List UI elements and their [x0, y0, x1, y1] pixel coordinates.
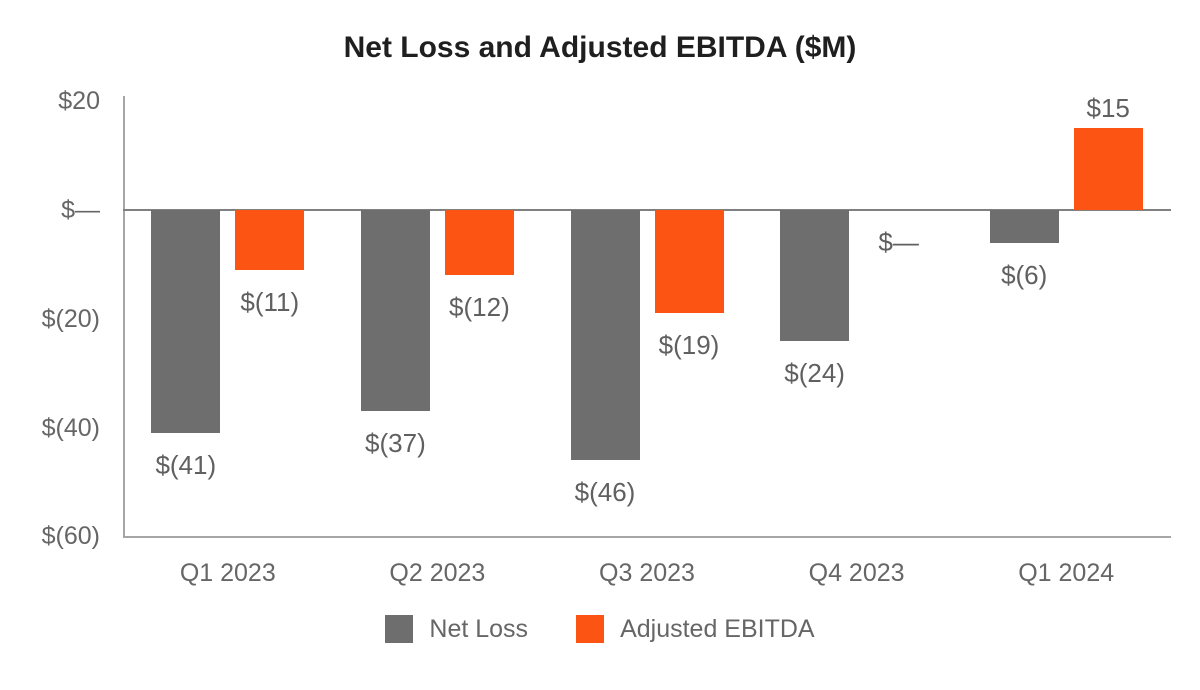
zero-baseline	[123, 209, 1171, 211]
y-axis-tick-label: $(40)	[41, 413, 100, 442]
y-axis-tick-label: $—	[61, 196, 100, 224]
bar-value-label: $(12)	[449, 292, 510, 323]
legend: Net Loss Adjusted EBITDA	[0, 614, 1200, 644]
legend-item-adjusted-ebitda: Adjusted EBITDA	[576, 614, 815, 644]
legend-label-net-loss: Net Loss	[429, 615, 529, 643]
bar-net-loss	[360, 210, 430, 412]
bar-adjusted-ebitda	[444, 210, 514, 276]
x-axis-label: Q1 2024	[1018, 559, 1115, 587]
bar-value-label: $15	[1086, 93, 1130, 124]
bar-net-loss	[780, 210, 850, 341]
bar-value-label: $(19)	[658, 330, 720, 361]
bar-value-label: $(6)	[1001, 259, 1048, 290]
x-axis-label: Q1 2023	[179, 559, 276, 587]
bar-adjusted-ebitda	[1073, 128, 1143, 210]
bar-net-loss	[570, 210, 640, 461]
legend-swatch-net-loss-icon	[385, 615, 414, 643]
chart-title: Net Loss and Adjusted EBITDA ($M)	[343, 31, 857, 64]
y-axis-tick-label: $(60)	[41, 522, 100, 551]
legend-item-net-loss: Net Loss	[385, 614, 528, 644]
bar-value-label: $(11)	[240, 286, 300, 317]
bar-value-label: $(24)	[784, 357, 845, 388]
legend-label-adjusted-ebitda: Adjusted EBITDA	[620, 615, 815, 643]
y-axis-line	[123, 96, 125, 538]
bar-value-label: $(41)	[155, 449, 217, 480]
bar-value-label: $(37)	[365, 428, 426, 459]
legend-swatch-adjusted-ebitda-icon	[576, 615, 605, 643]
bar-net-loss	[989, 210, 1059, 243]
bar-value-label: $—	[878, 227, 919, 257]
bar-net-loss	[151, 210, 221, 433]
bar-adjusted-ebitda	[235, 210, 305, 270]
x-axis-label: Q2 2023	[389, 559, 486, 587]
x-axis-label: Q4 2023	[808, 559, 905, 587]
bar-adjusted-ebitda	[654, 210, 724, 314]
x-axis-label: Q3 2023	[599, 559, 695, 587]
y-axis-tick-label: $(20)	[41, 304, 100, 333]
y-axis-tick-label: $20	[58, 87, 100, 116]
bar-value-label: $(46)	[574, 477, 636, 508]
x-axis-line	[123, 536, 1171, 538]
